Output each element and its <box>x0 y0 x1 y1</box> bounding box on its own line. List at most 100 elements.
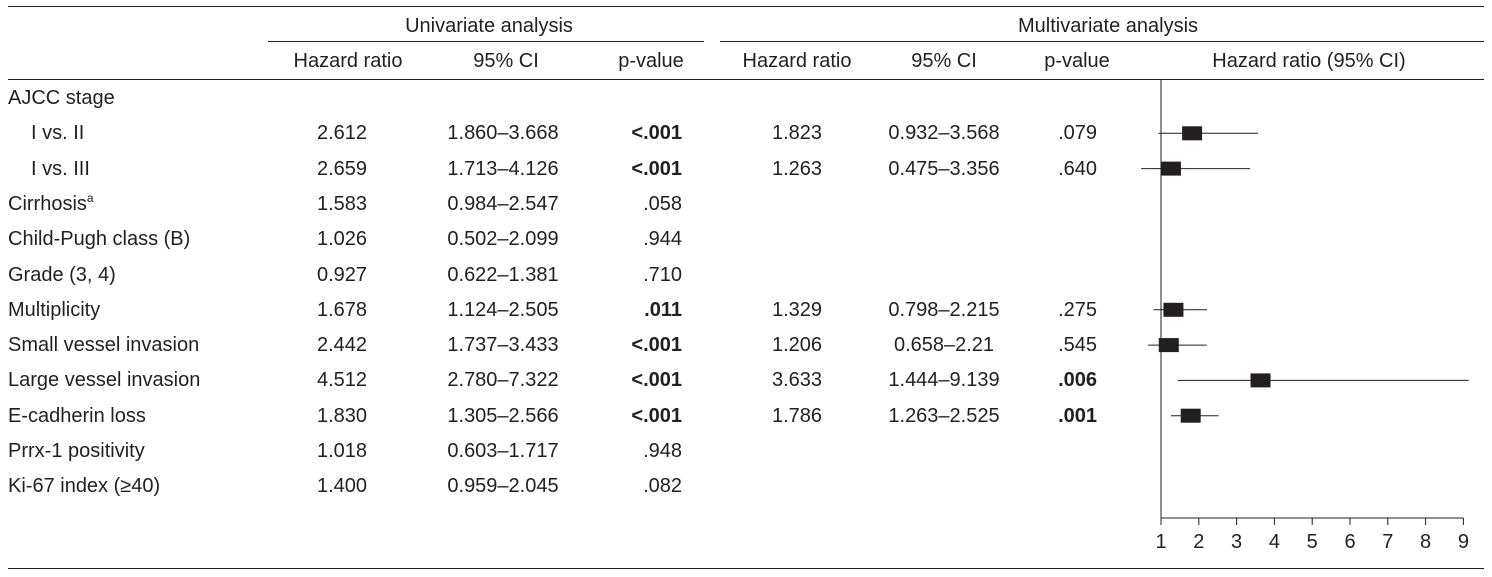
table-row: AJCC stage <box>0 80 1492 116</box>
col-header-forest-plot: Hazard ratio (95% CI) <box>1212 50 1406 72</box>
hazard-ratio-marker <box>1250 373 1271 388</box>
cell-multi-p-value: .275 <box>1058 298 1097 321</box>
cell-uni-hazard-ratio: 2.442 <box>316 334 368 357</box>
table-top-rule <box>8 6 1484 7</box>
x-tick-label: 1 <box>1155 531 1166 553</box>
cell-uni-ci: 1.713–4.126 <box>447 157 559 180</box>
row-label: Ki-67 index (≥40) <box>8 475 161 498</box>
row-label: E-cadherin loss <box>8 404 146 427</box>
cell-multi-ci: 0.475–3.356 <box>888 157 1000 180</box>
cell-multi-ci: 0.932–3.568 <box>888 122 1000 145</box>
col-header-multi-hazard-ratio: Hazard ratio <box>742 50 852 72</box>
table-row: I vs. II 2.612 1.860–3.668 <.001 1.823 0.932–… <box>0 115 1492 151</box>
x-tick-label: 2 <box>1193 531 1204 553</box>
row-label: I vs. III <box>31 157 90 180</box>
cell-uni-ci: 0.984–2.547 <box>447 192 559 215</box>
row-label: Grade (3, 4) <box>8 263 116 286</box>
cell-multi-p-value: .545 <box>1058 334 1097 357</box>
hazard-ratio-marker <box>1182 126 1203 141</box>
univariate-header-rule <box>268 41 704 42</box>
cell-uni-ci: 0.622–1.381 <box>447 263 559 286</box>
row-label: I vs. II <box>31 122 85 145</box>
cell-uni-p-value: .710 <box>643 263 682 286</box>
cell-uni-ci: 2.780–7.322 <box>447 369 559 392</box>
table-row: Large vessel invasion 4.512 2.780–7.322 <.0… <box>0 362 1492 398</box>
hazard-ratio-marker <box>1160 161 1181 176</box>
table-row: Prrx-1 positivity 1.018 0.603–1.717 .948 <box>0 433 1492 469</box>
table-bottom-rule <box>8 568 1484 569</box>
cell-uni-ci: 0.502–2.099 <box>447 228 559 251</box>
cell-uni-ci: 1.305–2.566 <box>447 404 559 427</box>
cell-uni-p-value: .948 <box>643 440 682 462</box>
table-row: I vs. III 2.659 1.713–4.126 <.001 1.263 0.475… <box>0 151 1492 187</box>
cell-uni-p-value: <.001 <box>631 157 682 180</box>
cell-multi-hazard-ratio: 1.263 <box>771 157 823 180</box>
univariate-header: Univariate analysis <box>405 15 573 37</box>
cell-multi-ci: 0.798–2.215 <box>888 298 1000 321</box>
cell-uni-ci: 0.603–1.717 <box>447 440 559 462</box>
cell-uni-p-value: .944 <box>643 228 682 251</box>
cell-multi-ci: 1.263–2.525 <box>888 404 1000 427</box>
cell-multi-hazard-ratio: 3.633 <box>771 369 823 392</box>
cell-uni-hazard-ratio: 2.659 <box>316 157 368 180</box>
cell-multi-ci: 0.658–2.21 <box>893 334 995 357</box>
cell-uni-p-value: <.001 <box>631 369 682 392</box>
cell-uni-p-value: <.001 <box>631 122 682 145</box>
x-tick-label: 9 <box>1458 531 1469 553</box>
cell-multi-hazard-ratio: 1.206 <box>771 334 823 357</box>
x-tick-label: 8 <box>1420 531 1431 553</box>
x-tick-label: 7 <box>1382 531 1393 553</box>
row-label: Cirrhosisa <box>8 190 94 215</box>
cell-uni-hazard-ratio: 1.583 <box>316 192 368 215</box>
cell-multi-ci: 1.444–9.139 <box>888 369 1000 392</box>
cell-uni-p-value: <.001 <box>631 404 682 427</box>
row-label: AJCC stage <box>8 87 115 109</box>
col-header-multi-p-value: p-value <box>1044 50 1110 72</box>
table-row: Small vessel invasion 2.442 1.737–3.433 <.0… <box>0 327 1492 363</box>
cell-uni-p-value: <.001 <box>631 334 682 357</box>
hazard-ratio-marker <box>1158 338 1179 353</box>
table-row: E-cadherin loss 1.830 1.305–2.566 <.001 1.78… <box>0 398 1492 434</box>
cell-multi-hazard-ratio: 1.823 <box>771 122 823 145</box>
cell-uni-hazard-ratio: 1.026 <box>316 228 368 251</box>
row-label: Large vessel invasion <box>8 369 201 392</box>
table-row: Cirrhosisa 1.583 0.984–2.547 .058 <box>0 186 1492 222</box>
x-tick-label: 4 <box>1269 531 1280 553</box>
cell-uni-ci: 1.737–3.433 <box>447 334 559 357</box>
table-row: Grade (3, 4) 0.927 0.622–1.381 .710 <box>0 257 1492 293</box>
x-tick-label: 3 <box>1231 531 1242 553</box>
cell-multi-p-value: .640 <box>1058 157 1097 180</box>
table-row: Child-Pugh class (B) 1.026 0.502–2.099 .944 <box>0 221 1492 257</box>
footnote-marker: a <box>86 190 94 205</box>
col-header-uni-ci: 95% CI <box>473 50 539 72</box>
table-row: Multiplicity 1.678 1.124–2.505 .011 1.329 0.7… <box>0 292 1492 328</box>
col-header-multi-ci: 95% CI <box>911 50 977 72</box>
x-tick-label: 6 <box>1344 531 1355 553</box>
cell-uni-p-value: .058 <box>643 192 682 215</box>
col-header-uni-p-value: p-value <box>618 50 684 72</box>
cell-multi-p-value: .006 <box>1058 369 1097 392</box>
col-header-uni-hazard-ratio: Hazard ratio <box>293 50 403 72</box>
hazard-ratio-marker <box>1163 302 1184 317</box>
cell-uni-hazard-ratio: 1.400 <box>316 475 368 498</box>
cell-uni-hazard-ratio: 4.512 <box>316 369 368 392</box>
column-header-rule <box>8 79 1484 80</box>
table-row: Ki-67 index (≥40) 1.400 0.959–2.045 .082 <box>0 468 1492 504</box>
cell-uni-ci: 0.959–2.045 <box>447 475 559 498</box>
cell-multi-p-value: .079 <box>1058 122 1097 145</box>
row-label: Small vessel invasion <box>8 334 200 357</box>
row-label: Multiplicity <box>8 298 101 321</box>
cell-uni-ci: 1.124–2.505 <box>447 298 559 321</box>
cell-uni-hazard-ratio: 1.678 <box>316 298 368 321</box>
cell-multi-hazard-ratio: 1.329 <box>771 298 823 321</box>
x-tick-label: 5 <box>1307 531 1318 553</box>
cell-uni-hazard-ratio: 1.018 <box>316 440 368 462</box>
cell-uni-hazard-ratio: 0.927 <box>316 263 368 286</box>
multivariate-header-rule <box>720 41 1484 42</box>
cell-uni-p-value: .082 <box>643 475 682 498</box>
cell-multi-hazard-ratio: 1.786 <box>771 404 823 427</box>
cell-uni-hazard-ratio: 1.830 <box>316 404 368 427</box>
cell-uni-ci: 1.860–3.668 <box>447 122 559 145</box>
cell-uni-p-value: .011 <box>644 298 682 321</box>
